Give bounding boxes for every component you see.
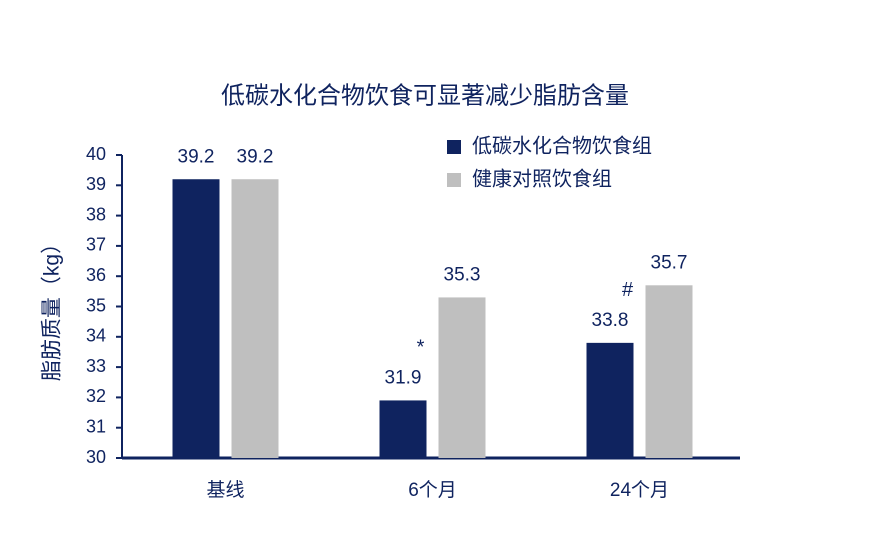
legend-label: 健康对照饮食组 bbox=[472, 167, 612, 190]
y-tick-label: 35 bbox=[86, 295, 106, 315]
bar bbox=[586, 342, 634, 458]
bar bbox=[438, 297, 486, 458]
y-tick-label: 40 bbox=[86, 144, 106, 164]
y-tick-label: 30 bbox=[86, 447, 106, 467]
data-label: 39.2 bbox=[178, 146, 215, 167]
bar bbox=[645, 285, 693, 458]
y-tick-label: 31 bbox=[86, 416, 106, 436]
significance-marker: # bbox=[622, 279, 634, 301]
legend-label: 低碳水化合物饮食组 bbox=[472, 134, 652, 157]
legend-swatch bbox=[447, 173, 461, 187]
bar bbox=[231, 179, 279, 459]
y-tick-label: 32 bbox=[86, 386, 106, 406]
data-label: 39.2 bbox=[237, 146, 274, 167]
data-label: 35.7 bbox=[651, 252, 688, 273]
x-tick-label: 24个月 bbox=[610, 479, 669, 501]
y-tick-label: 36 bbox=[86, 265, 106, 285]
data-label: 35.3 bbox=[444, 264, 481, 285]
y-tick-label: 33 bbox=[86, 356, 106, 376]
y-tick-label: 37 bbox=[86, 235, 106, 255]
bar bbox=[379, 400, 427, 458]
y-tick-label: 34 bbox=[86, 326, 106, 346]
legend-swatch bbox=[447, 140, 461, 154]
y-tick-label: 38 bbox=[86, 204, 106, 224]
chart-title: 低碳水化合物饮食可显著减少脂肪含量 bbox=[221, 82, 629, 109]
bar bbox=[172, 179, 220, 459]
data-label: 31.9 bbox=[385, 367, 422, 388]
y-axis-label: 脂肪质量（kg） bbox=[41, 233, 64, 381]
x-tick-label: 基线 bbox=[206, 479, 244, 501]
data-label: 33.8 bbox=[592, 310, 629, 331]
y-tick-label: 39 bbox=[86, 174, 106, 194]
x-tick-label: 6个月 bbox=[408, 479, 457, 501]
significance-marker: * bbox=[417, 337, 425, 359]
